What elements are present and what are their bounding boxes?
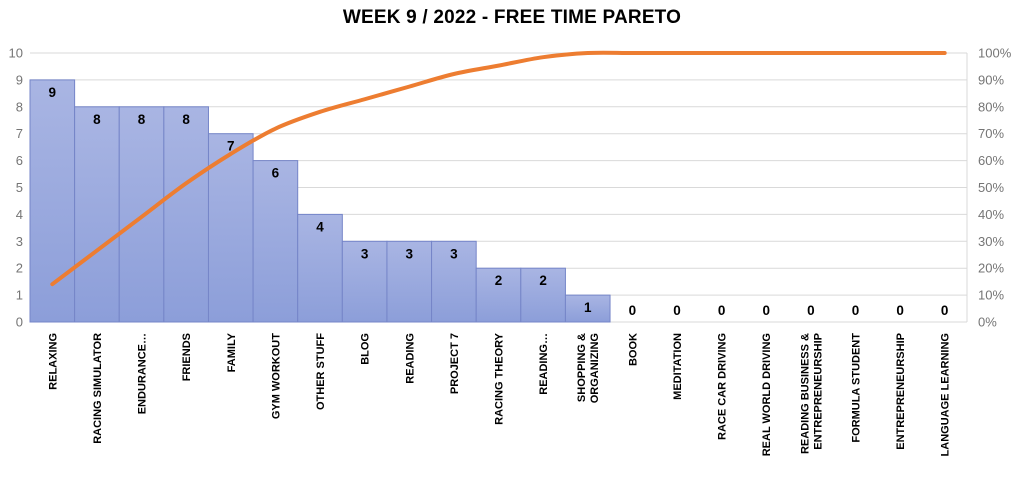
- bar-value-label: 7: [227, 139, 235, 154]
- bar-value-label: 8: [138, 112, 146, 127]
- right-axis-tick: 60%: [978, 153, 1004, 168]
- category-label: READING…: [538, 333, 550, 395]
- category-label: SHOPPING &: [576, 333, 588, 402]
- bar: [431, 240, 477, 323]
- left-axis-tick: 1: [16, 288, 23, 303]
- category-label: OTHER STUFF: [315, 333, 327, 410]
- bar-value-label: 1: [584, 300, 592, 315]
- category-label: BLOG: [360, 333, 372, 365]
- right-axis-tick: 20%: [978, 261, 1004, 276]
- bar-value-label: 6: [272, 166, 280, 181]
- category-label: MEDITATION: [672, 333, 684, 400]
- right-axis-tick: 50%: [978, 180, 1004, 195]
- bar-value-label: 2: [539, 273, 547, 288]
- bar-value-label: 0: [896, 303, 904, 318]
- right-axis-tick: 90%: [978, 72, 1004, 87]
- left-axis-tick: 3: [16, 234, 23, 249]
- left-axis-tick: 6: [16, 153, 23, 168]
- left-axis-tick: 9: [16, 72, 23, 87]
- category-label: ORGANIZING: [589, 333, 601, 403]
- bar: [29, 79, 76, 323]
- bar-value-label: 9: [49, 85, 57, 100]
- left-axis-tick: 5: [16, 180, 23, 195]
- category-label: ENTREPRENEURSHIP: [812, 333, 824, 450]
- right-axis-tick: 80%: [978, 99, 1004, 114]
- left-axis-tick: 0: [16, 315, 23, 330]
- right-axis-tick: 0%: [978, 315, 997, 330]
- bar-value-label: 3: [406, 246, 414, 261]
- category-label: REAL WORLD DRIVING: [761, 333, 773, 456]
- right-axis-tick: 10%: [978, 288, 1004, 303]
- bar-value-label: 0: [762, 303, 770, 318]
- bar: [74, 106, 120, 323]
- bar-value-label: 0: [852, 303, 860, 318]
- bar: [118, 106, 165, 323]
- bar: [163, 106, 209, 323]
- right-axis-tick: 70%: [978, 126, 1004, 141]
- bar-value-label: 8: [182, 112, 190, 127]
- category-label: LANGUAGE LEARNING: [940, 333, 952, 456]
- category-label: ENTREPRENEURSHIP: [895, 333, 907, 450]
- bar-value-label: 0: [941, 303, 949, 318]
- cumulative-line: [50, 50, 947, 287]
- bar-value-label: 4: [316, 219, 324, 234]
- category-label: READING: [404, 333, 416, 384]
- bar: [252, 160, 299, 323]
- bar: [520, 267, 566, 323]
- category-label: GYM WORKOUT: [270, 333, 282, 419]
- category-label: PROJECT 7: [449, 333, 461, 394]
- left-axis-tick: 2: [16, 261, 23, 276]
- bar-value-label: 3: [450, 246, 458, 261]
- left-axis-tick: 4: [16, 207, 23, 222]
- bar: [475, 267, 522, 323]
- category-label: FAMILY: [226, 332, 238, 372]
- right-axis-tick: 30%: [978, 234, 1004, 249]
- category-label: RACE CAR DRIVING: [717, 333, 729, 440]
- category-label: RACING THEORY: [494, 332, 506, 425]
- left-axis-tick: 7: [16, 126, 23, 141]
- bar: [564, 294, 611, 323]
- bar-value-label: 0: [807, 303, 815, 318]
- bar-value-label: 2: [495, 273, 503, 288]
- bar-value-label: 0: [673, 303, 681, 318]
- left-axis-tick: 10: [9, 46, 23, 61]
- right-axis-tick: 40%: [978, 207, 1004, 222]
- category-label: RELAXING: [47, 333, 59, 390]
- category-label: ENDURANCE…: [137, 333, 149, 414]
- right-axis-tick: 100%: [978, 46, 1012, 61]
- bar: [297, 213, 343, 323]
- bar-value-label: 0: [629, 303, 637, 318]
- bar-value-label: 8: [93, 112, 101, 127]
- category-label: READING BUSINESS &: [799, 333, 811, 454]
- category-label: FRIENDS: [181, 333, 193, 381]
- category-label: FORMULA STUDENT: [850, 333, 862, 443]
- category-label: BOOK: [627, 333, 639, 366]
- bar-value-label: 0: [718, 303, 726, 318]
- bar-value-label: 3: [361, 246, 369, 261]
- left-axis-tick: 8: [16, 99, 23, 114]
- chart-title: WEEK 9 / 2022 - FREE TIME PARETO: [342, 7, 682, 28]
- category-label: RACING SIMULATOR: [92, 333, 104, 444]
